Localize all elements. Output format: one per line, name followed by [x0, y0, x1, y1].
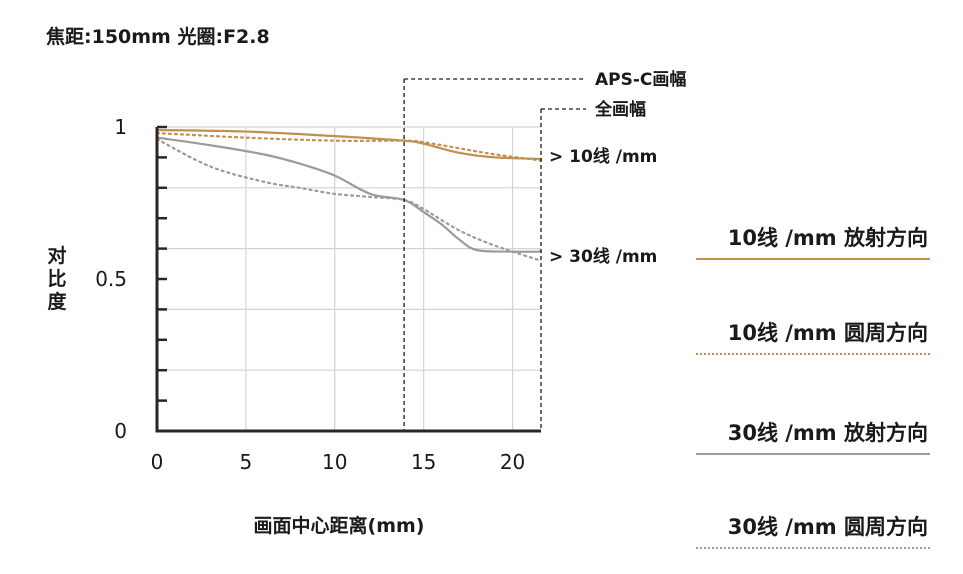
y-axis-label: 对比度	[47, 244, 67, 313]
marker-label: APS-C画幅	[595, 69, 686, 90]
legend-item-10-radial: 10线 /mm 放射方向	[696, 222, 930, 260]
legend-item-30-tangential: 30线 /mm 圆周方向	[696, 511, 930, 549]
series-line-3	[155, 138, 543, 262]
marker-label: 全画幅	[594, 99, 646, 120]
legend-label: 30线 /mm 放射方向	[727, 421, 928, 445]
legend-label: 30线 /mm 圆周方向	[727, 515, 928, 539]
legend-label: 10线 /mm 放射方向	[727, 226, 928, 250]
x-tick-label: 0	[151, 450, 164, 474]
chart-title: 焦距:150mm 光圈:F2.8	[46, 26, 270, 48]
legend-label: 10线 /mm 圆周方向	[727, 321, 928, 345]
axes	[155, 125, 541, 433]
x-tick-label: 10	[322, 450, 347, 474]
legend-swatch	[696, 547, 930, 549]
y-tick-label: 0.5	[95, 267, 127, 291]
series-lines	[155, 128, 543, 262]
line-annotation: > 30线 /mm	[549, 246, 657, 267]
x-tick-label: 5	[240, 450, 253, 474]
legend-swatch	[696, 453, 930, 455]
x-tick-label: 15	[411, 450, 436, 474]
series-line-1	[155, 131, 543, 162]
y-tick-label: 1	[114, 115, 127, 139]
grid-lines	[157, 126, 541, 431]
legend-item-10-tangential: 10线 /mm 圆周方向	[696, 317, 930, 355]
series-line-2	[155, 136, 543, 253]
legend-swatch	[696, 258, 930, 260]
line-annotation: > 10线 /mm	[549, 146, 657, 167]
y-tick-label: 0	[114, 419, 127, 443]
legend-item-30-radial: 30线 /mm 放射方向	[696, 417, 930, 455]
x-axis-label: 画面中心距离(mm)	[254, 514, 425, 537]
legend-swatch	[696, 353, 930, 355]
x-tick-label: 20	[500, 450, 525, 474]
series-line-0	[155, 128, 543, 161]
